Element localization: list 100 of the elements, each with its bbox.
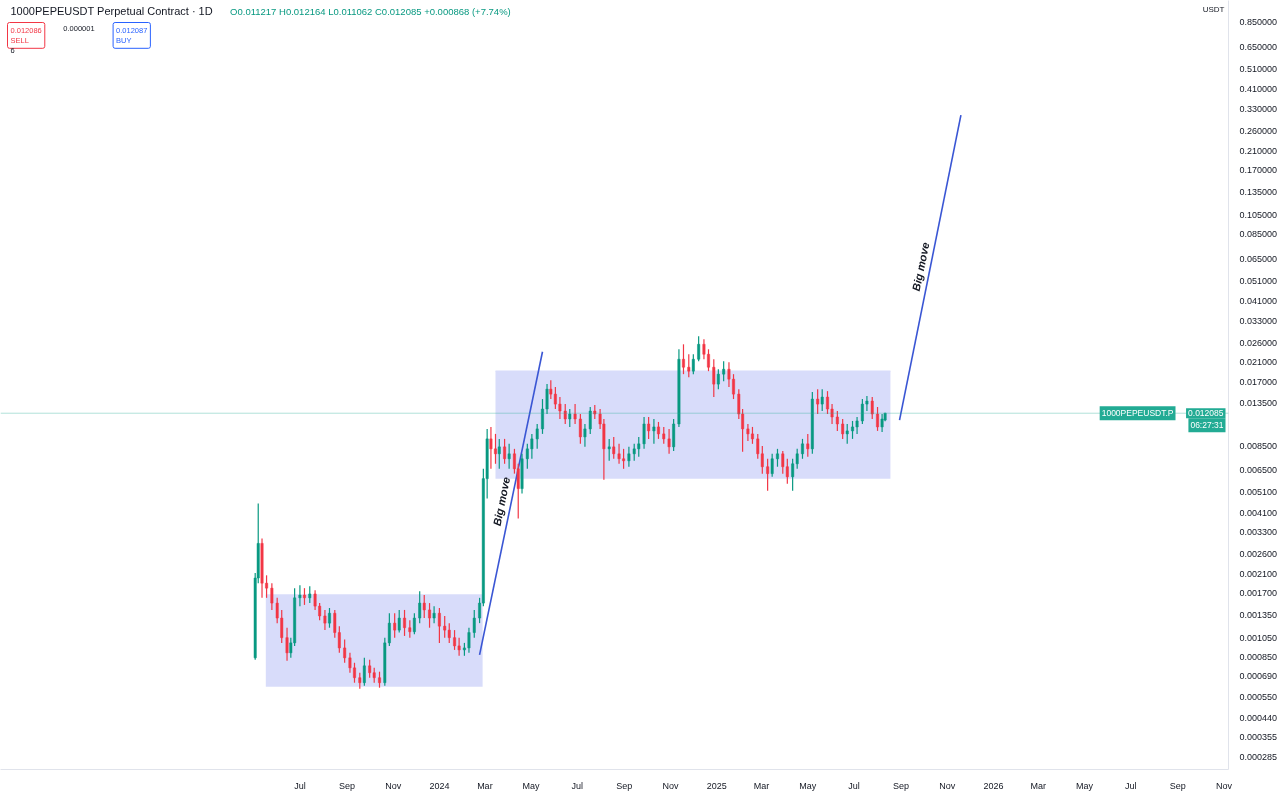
candlestick bbox=[855, 416, 859, 435]
candlestick bbox=[687, 353, 691, 378]
x-tick-label: Mar bbox=[1030, 780, 1046, 791]
candlestick bbox=[806, 433, 810, 458]
y-tick-label: 0.017000 bbox=[1239, 376, 1278, 387]
y-tick-label: 0.041000 bbox=[1239, 296, 1278, 306]
candlestick bbox=[422, 594, 426, 619]
candlestick bbox=[563, 403, 567, 425]
candlestick bbox=[489, 426, 493, 470]
y-tick-label: 0.000285 bbox=[1239, 752, 1278, 763]
x-tick-label: Nov bbox=[1215, 780, 1233, 791]
candlestick bbox=[558, 396, 562, 420]
candlestick bbox=[647, 416, 651, 440]
y-tick-label: 0.001050 bbox=[1239, 632, 1278, 643]
candlestick bbox=[303, 587, 306, 606]
candlestick bbox=[443, 615, 447, 639]
candlestick bbox=[457, 637, 461, 657]
candlestick bbox=[627, 446, 631, 468]
y-tick-label: 0.001700 bbox=[1239, 588, 1278, 599]
candlestick bbox=[697, 335, 701, 362]
y-tick-label: 0.000690 bbox=[1239, 671, 1278, 682]
y-tick-label: 0.000355 bbox=[1239, 732, 1278, 743]
candlestick bbox=[298, 584, 302, 607]
x-tick-label: Mar bbox=[753, 780, 770, 791]
x-tick-label: Sep bbox=[616, 780, 633, 791]
y-tick-label: 0.004100 bbox=[1239, 507, 1278, 518]
candlestick bbox=[801, 438, 804, 460]
x-tick-label: Sep bbox=[893, 780, 910, 791]
x-tick-label: Mar bbox=[477, 780, 493, 791]
candlestick bbox=[573, 403, 577, 425]
candlestick bbox=[727, 361, 731, 388]
candlestick bbox=[845, 423, 849, 445]
y-tick-label: 0.170000 bbox=[1239, 165, 1278, 176]
candlestick bbox=[652, 418, 656, 445]
candlestick bbox=[323, 609, 327, 631]
x-tick-label: Sep bbox=[1169, 780, 1186, 791]
candlestick bbox=[270, 582, 274, 611]
candlestick bbox=[682, 343, 685, 375]
y-tick-label: 0.510000 bbox=[1239, 64, 1278, 75]
y-tick-label: 0.330000 bbox=[1239, 104, 1278, 115]
candlestick bbox=[716, 368, 720, 390]
candlestick bbox=[583, 423, 587, 448]
y-tick-label: 0.051000 bbox=[1239, 275, 1278, 286]
candlestick bbox=[657, 421, 660, 440]
candlestick bbox=[746, 423, 750, 442]
y-tick-label: 0.650000 bbox=[1239, 42, 1278, 53]
x-tick-label: Nov bbox=[939, 780, 956, 791]
y-tick-label: 0.005100 bbox=[1239, 487, 1278, 498]
y-tick-label: 0.001350 bbox=[1239, 609, 1278, 620]
y-tick-label: 0.410000 bbox=[1239, 84, 1278, 95]
text: O0.011217 H0.012164 L0.011062 C0.012085 +0.000868 (+7.74%) bbox=[230, 5, 511, 17]
candlestick bbox=[722, 360, 726, 382]
y-tick-label: 0.850000 bbox=[1239, 17, 1278, 28]
y-tick-label: 0.065000 bbox=[1239, 253, 1278, 264]
candlestick bbox=[870, 396, 874, 420]
x-tick-label: Sep bbox=[338, 780, 355, 791]
candlestick bbox=[781, 450, 785, 475]
ref-line-label: 1000PEPEUSDT.P bbox=[1101, 408, 1174, 419]
candlestick bbox=[667, 428, 671, 455]
y-tick-label: 0.210000 bbox=[1239, 145, 1278, 156]
annotation: Big move bbox=[490, 476, 513, 528]
chart-title: 1000PEPEUSDT Perpetual Contract · 1D bbox=[10, 4, 213, 17]
candlestick bbox=[418, 590, 422, 624]
candlestick bbox=[393, 612, 397, 639]
x-tick-label: May bbox=[522, 780, 541, 791]
candlestick bbox=[588, 406, 592, 435]
y-tick-label: 0.002100 bbox=[1239, 568, 1278, 579]
y-tick-label: 0.026000 bbox=[1239, 337, 1278, 348]
candlestick bbox=[403, 609, 406, 637]
x-tick-label: Jul bbox=[294, 780, 306, 791]
candlestick bbox=[348, 652, 352, 674]
y-tick-label: 0.000550 bbox=[1239, 692, 1278, 703]
candlestick bbox=[776, 448, 779, 468]
candlestick bbox=[770, 453, 774, 478]
candlestick bbox=[378, 671, 381, 689]
x-tick-label: Nov bbox=[662, 780, 680, 791]
y-tick-label: 0.135000 bbox=[1239, 186, 1278, 197]
candlestick bbox=[691, 353, 695, 375]
candlestick bbox=[397, 609, 401, 634]
candlestick bbox=[437, 607, 441, 644]
candlestick bbox=[642, 416, 646, 450]
candlestick bbox=[432, 605, 436, 624]
y-axis-title: USDT bbox=[1202, 4, 1225, 14]
candlestick bbox=[607, 438, 611, 462]
candlestick bbox=[672, 418, 676, 452]
x-tick-label: Jul bbox=[571, 780, 584, 791]
y-tick-label: 0.000440 bbox=[1239, 712, 1278, 723]
candlestick bbox=[428, 602, 431, 629]
y-tick-label: 0.021000 bbox=[1239, 357, 1278, 368]
candlestick bbox=[328, 607, 331, 629]
annotation: 0.012085 bbox=[1188, 408, 1224, 419]
x-tick-label: Jul bbox=[848, 780, 860, 791]
candlestick bbox=[732, 373, 735, 400]
annotation: 06:27:31 bbox=[1190, 420, 1224, 431]
y-tick-label: 0.085000 bbox=[1239, 229, 1278, 240]
candlestick bbox=[766, 458, 770, 492]
y-tick-label: 0.008500 bbox=[1239, 440, 1278, 451]
candlestick bbox=[362, 657, 366, 687]
candlestick bbox=[816, 388, 820, 415]
x-tick-label: May bbox=[1075, 780, 1094, 791]
